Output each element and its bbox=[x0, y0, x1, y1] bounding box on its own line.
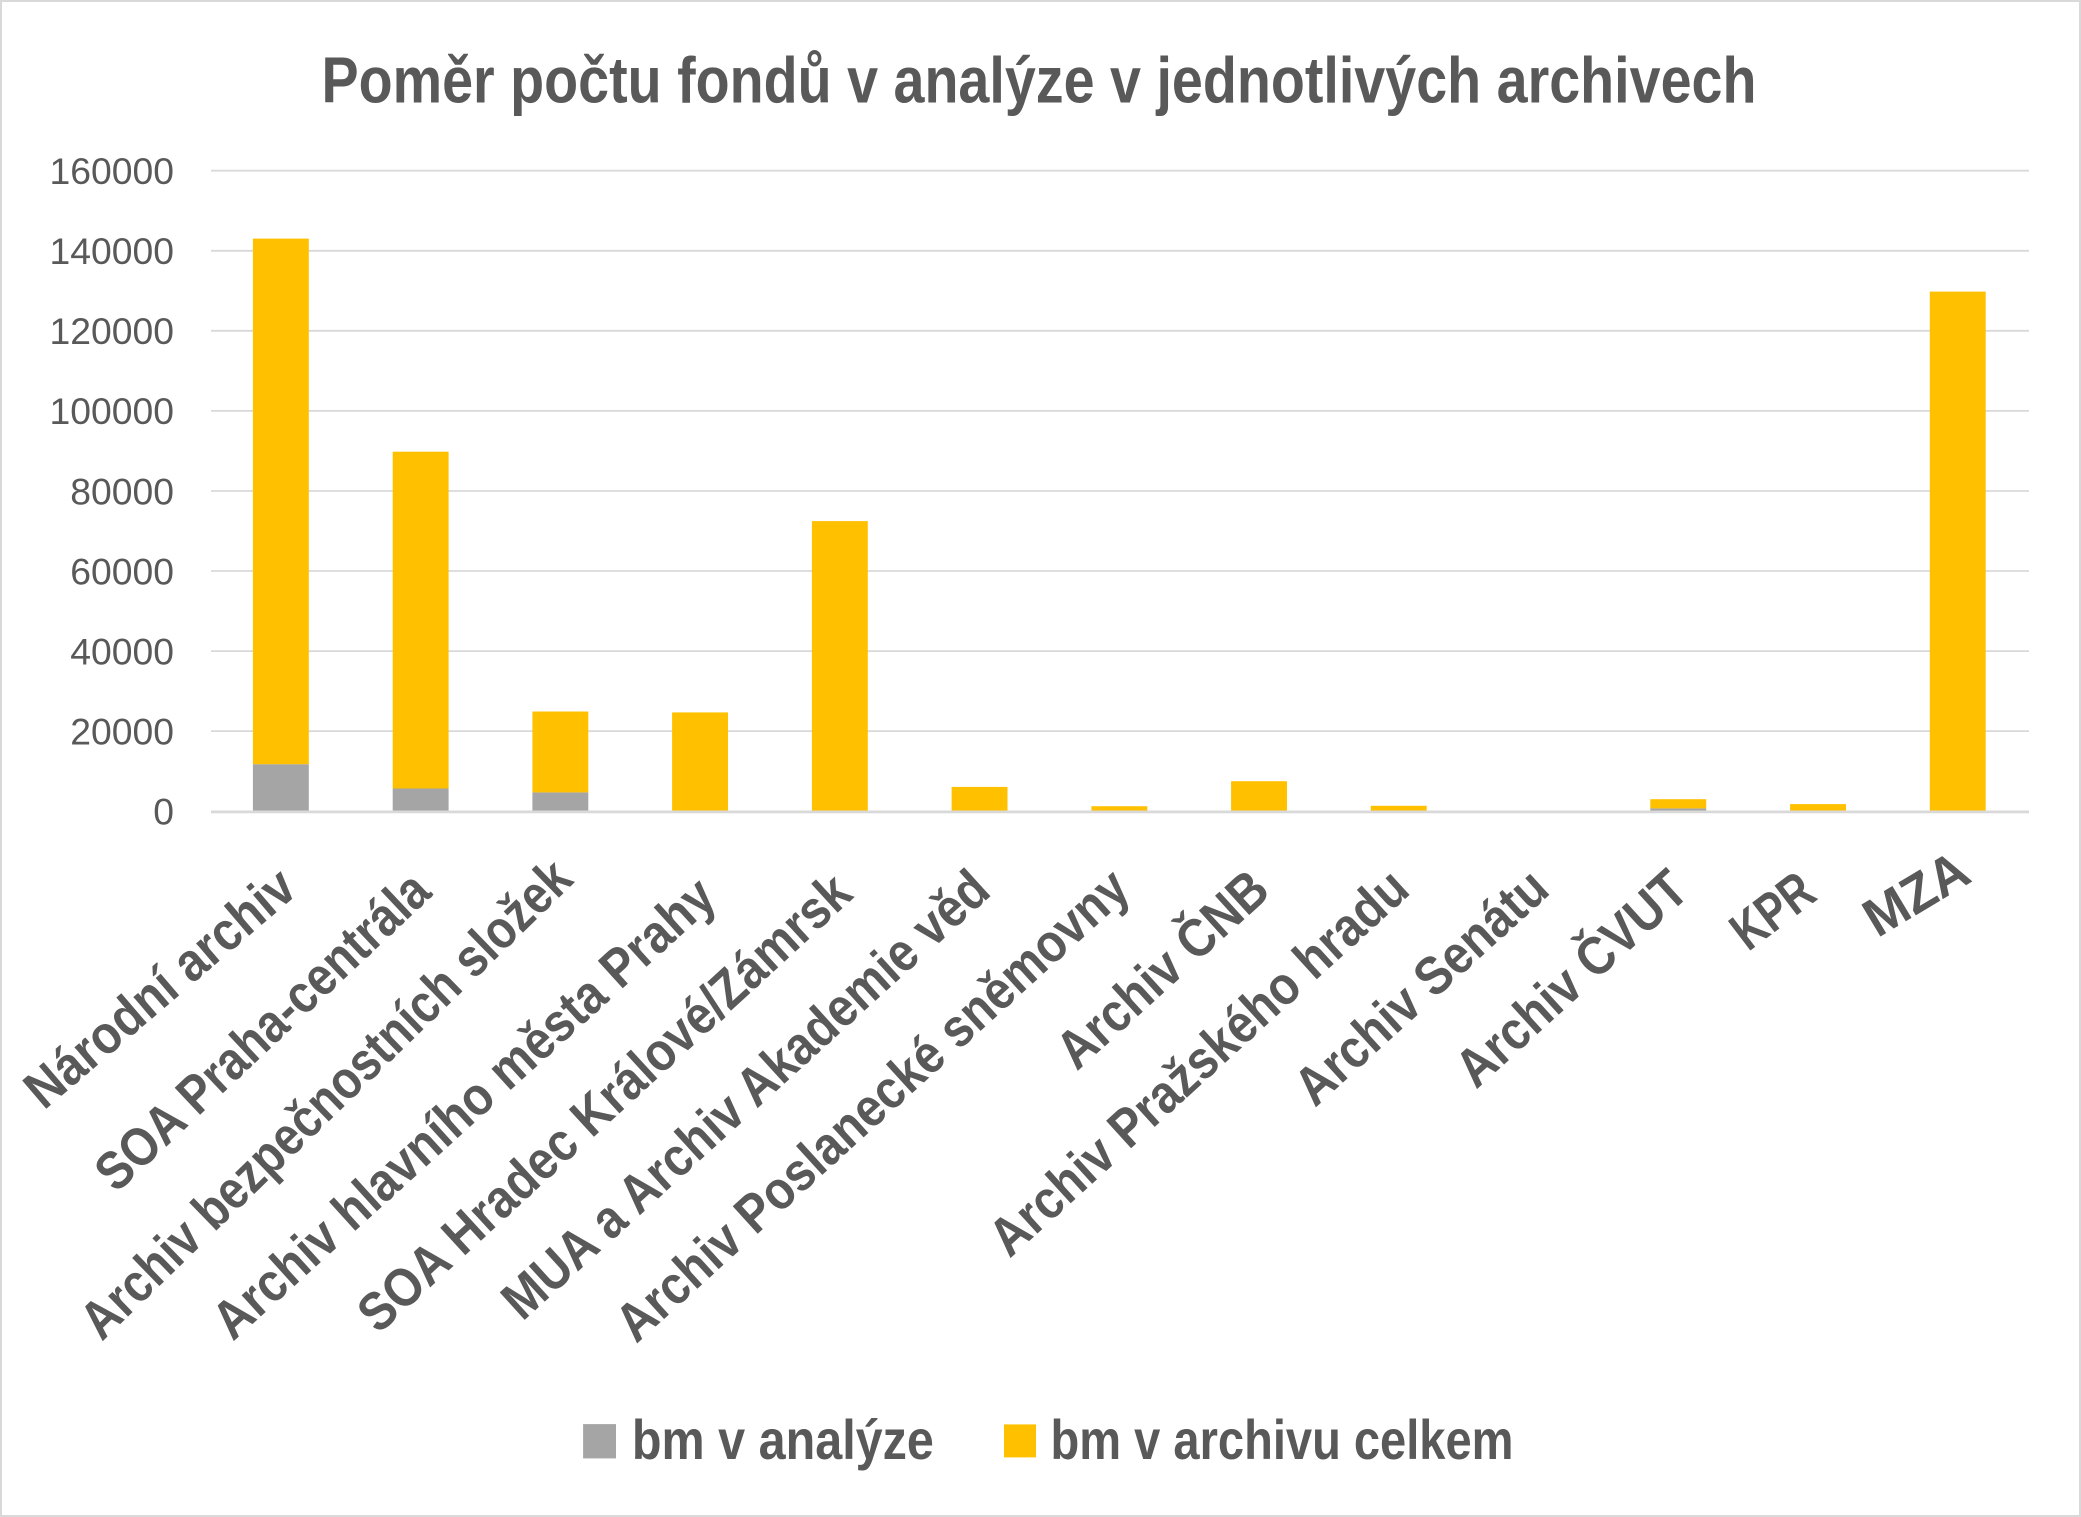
svg-text:MZA: MZA bbox=[1853, 840, 1980, 949]
svg-text:20000: 20000 bbox=[70, 710, 174, 752]
svg-text:bm v analýze: bm v analýze bbox=[632, 1408, 934, 1471]
svg-text:100000: 100000 bbox=[50, 390, 174, 432]
svg-text:120000: 120000 bbox=[50, 310, 174, 352]
svg-text:SOA Hradec Králové/Zámrsk: SOA Hradec Králové/Zámrsk bbox=[346, 861, 863, 1344]
svg-text:140000: 140000 bbox=[50, 230, 174, 272]
svg-text:80000: 80000 bbox=[70, 470, 174, 512]
svg-text:160000: 160000 bbox=[50, 150, 174, 192]
svg-text:Národní archiv: Národní archiv bbox=[13, 856, 307, 1120]
svg-text:KPR: KPR bbox=[1719, 860, 1826, 962]
svg-text:0: 0 bbox=[153, 791, 174, 833]
svg-text:60000: 60000 bbox=[70, 550, 174, 592]
svg-text:40000: 40000 bbox=[70, 630, 174, 672]
svg-text:Poměr počtu fondů v analýze v: Poměr počtu fondů v analýze v jednotlivý… bbox=[322, 43, 1757, 116]
svg-text:bm v archivu celkem: bm v archivu celkem bbox=[1051, 1408, 1514, 1471]
